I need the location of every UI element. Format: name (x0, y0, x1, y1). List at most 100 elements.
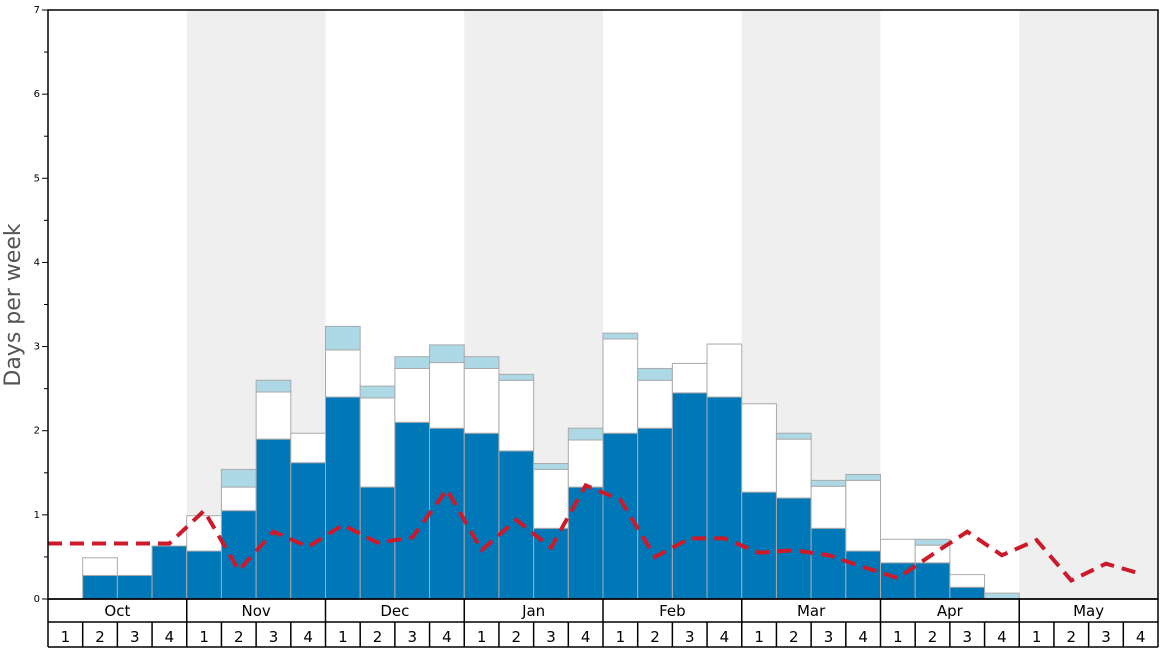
bar-middle-18 (637, 379, 673, 429)
trend-line (48, 482, 1142, 583)
bar-top-7 (255, 379, 292, 393)
bar-top-23 (810, 479, 847, 487)
month-label-dec: Dec (380, 602, 409, 620)
bar-base-2 (82, 574, 118, 600)
month-label-apr: Apr (937, 602, 964, 620)
bar-middle-8 (290, 432, 326, 464)
bar-middle-27 (949, 574, 986, 588)
y-tick-label-6: 6 (34, 89, 40, 100)
week-label: 4 (165, 628, 175, 646)
week-label: 1 (477, 628, 487, 646)
bar-base-11 (394, 421, 431, 600)
bar-base-22 (775, 497, 812, 600)
y-tick-label-1: 1 (34, 510, 40, 521)
month-band-may (1019, 10, 1158, 599)
week-label: 2 (95, 628, 105, 646)
bars (82, 325, 1020, 600)
week-label: 4 (442, 628, 452, 646)
week-label: 3 (1101, 628, 1111, 646)
bar-base-26 (914, 562, 951, 600)
y-axis-title: Days per week (1, 223, 26, 386)
month-label-mar: Mar (797, 602, 826, 620)
bar-top-15 (533, 463, 569, 470)
bar-middle-2 (82, 557, 118, 576)
bar-base-13 (463, 432, 500, 600)
bar-middle-13 (463, 367, 500, 434)
bar-base-27 (949, 586, 986, 600)
y-tick-label-0: 0 (34, 594, 40, 605)
bar-middle-5 (186, 515, 222, 552)
bar-base-3 (116, 574, 153, 600)
week-label: 4 (997, 628, 1007, 646)
bar-middle-23 (810, 485, 847, 529)
bar-base-9 (325, 396, 361, 600)
bar-middle-20 (706, 343, 743, 398)
week-label: 3 (962, 628, 972, 646)
bar-base-8 (290, 462, 326, 600)
bar-top-24 (845, 473, 881, 481)
week-label: 1 (754, 628, 764, 646)
bar-middle-19 (671, 362, 708, 394)
bar-top-6 (220, 468, 257, 488)
bar-top-12 (429, 344, 465, 364)
bar-base-6 (220, 510, 257, 600)
bar-middle-10 (359, 397, 396, 488)
week-label: 2 (512, 628, 522, 646)
y-tick-label-5: 5 (34, 173, 40, 184)
week-label: 3 (546, 628, 556, 646)
month-label-oct: Oct (104, 602, 130, 620)
bar-top-17 (602, 332, 639, 340)
month-bands (186, 10, 1158, 599)
week-label: 1 (338, 628, 348, 646)
week-label: 2 (234, 628, 244, 646)
bar-top-16 (567, 427, 604, 441)
week-label: 4 (1136, 628, 1146, 646)
bar-base-17 (602, 432, 639, 600)
bar-middle-9 (325, 349, 361, 398)
week-label: 1 (199, 628, 209, 646)
week-label: 3 (407, 628, 417, 646)
bar-base-19 (671, 392, 708, 600)
bar-middle-14 (498, 379, 535, 452)
y-tick-label-3: 3 (34, 342, 40, 353)
month-label-feb: Feb (659, 602, 686, 620)
week-label: 4 (581, 628, 591, 646)
bar-top-14 (498, 373, 535, 381)
bar-base-20 (706, 396, 743, 600)
bar-base-14 (498, 450, 535, 600)
bar-base-23 (810, 527, 847, 600)
bar-top-11 (394, 356, 431, 369)
bar-base-18 (637, 427, 673, 600)
week-label: 4 (303, 628, 313, 646)
trend-line-group (48, 482, 1142, 583)
month-label-nov: Nov (241, 602, 270, 620)
y-axis-ticks: 0 1 2 3 4 5 6 7 (34, 5, 48, 605)
y-tick-label-4: 4 (34, 257, 40, 268)
bar-base-7 (255, 438, 292, 600)
week-label: 3 (685, 628, 695, 646)
bar-base-4 (151, 545, 188, 600)
bar-middle-12 (429, 362, 465, 429)
bar-top-13 (463, 356, 500, 369)
bar-middle-7 (255, 391, 292, 440)
y-tick-label-2: 2 (34, 426, 40, 437)
bar-base-24 (845, 550, 881, 600)
week-label: 2 (789, 628, 799, 646)
bar-middle-6 (220, 486, 257, 512)
week-label: 2 (928, 628, 938, 646)
bar-base-5 (186, 550, 222, 600)
week-label: 4 (720, 628, 730, 646)
bar-middle-15 (533, 468, 569, 529)
week-label: 3 (824, 628, 834, 646)
bar-middle-25 (880, 538, 916, 564)
week-label: 1 (893, 628, 903, 646)
bar-middle-22 (775, 438, 812, 499)
bar-middle-17 (602, 338, 639, 434)
x-axis-labels: Oct Nov Dec Jan Feb Mar Apr May 1 2 3 4 1 2 3 4 1 2 3 4 1 2 3 4… (47, 599, 1159, 648)
week-label: 2 (1067, 628, 1077, 646)
bar-middle-16 (567, 439, 604, 488)
bar-top-22 (775, 432, 812, 440)
bar-top-28 (984, 592, 1020, 600)
